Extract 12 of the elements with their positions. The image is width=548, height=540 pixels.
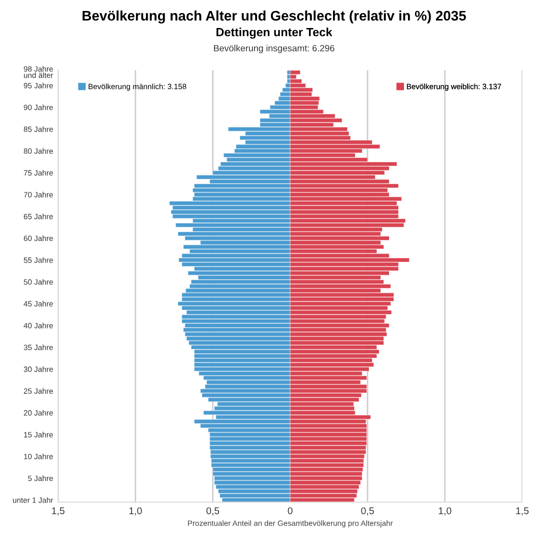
bar [290, 78, 302, 84]
text: Bevölkerung insgesamt: 6.296 [214, 44, 334, 54]
chart-title: Bevölkerung nach Alter und Geschlecht (relativ in %) 2035 [82, 10, 466, 24]
x-tick-label: 1,5 [52, 507, 64, 516]
x-tick-label: 1,5 [516, 507, 529, 516]
chart-subtitle: Dettingen unter Teck [216, 28, 332, 39]
x-tick-label: 0,5 [206, 507, 220, 516]
x-tick-label: 1,0 [438, 507, 452, 516]
x-tick-label: 0,5 [361, 507, 374, 516]
x-tick-label: 1,0 [129, 507, 142, 516]
x-tick-label: 0 [288, 507, 292, 514]
bar [290, 70, 300, 75]
